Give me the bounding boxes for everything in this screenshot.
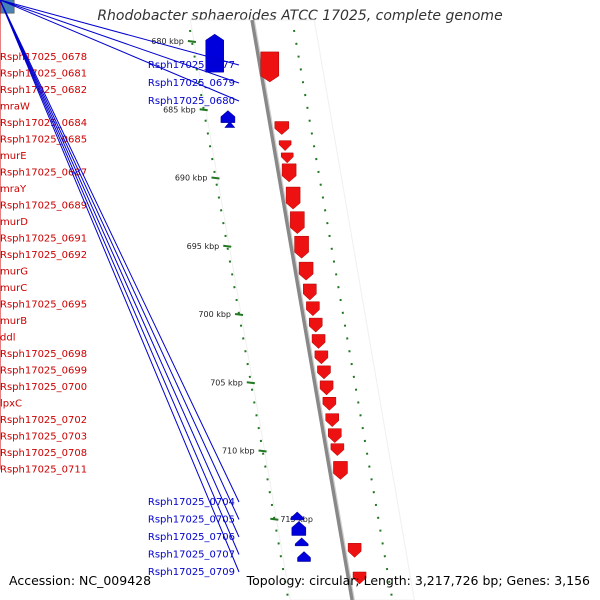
forward-gene-label[interactable]: murD [0, 217, 28, 228]
forward-gene-label[interactable]: Rsph17025_0692 [0, 250, 87, 261]
reverse-gene-arrow [294, 537, 309, 547]
forward-gene-arrow [280, 152, 294, 164]
reverse-gene-label[interactable]: Rsph17025_0705 [148, 515, 235, 526]
scale-label: 705 kbp [210, 378, 243, 387]
reverse-gene-label[interactable]: Rsph17025_0707 [148, 550, 235, 561]
scale-label: 710 kbp [222, 447, 255, 456]
forward-gene-label[interactable]: lpxC [0, 399, 22, 410]
reverse-gene-arrow [205, 33, 224, 73]
genome-backbone-highlight [253, 19, 355, 600]
reverse-gene-label[interactable]: Rsph17025_0706 [148, 532, 235, 543]
scale-tick [258, 449, 267, 453]
reverse-gene-leader [0, 0, 240, 573]
forward-gene-arrow [325, 413, 339, 427]
forward-gene-arrow [298, 261, 314, 281]
reverse-gene-arrow [220, 110, 236, 123]
scale-label: 700 kbp [198, 310, 231, 319]
forward-gene-arrow [319, 380, 334, 396]
scale-label: 680 kbp [151, 37, 184, 46]
forward-gene-arrow [303, 283, 317, 301]
genome-backbone [250, 19, 355, 600]
reverse-gene-arrow [297, 551, 311, 562]
reverse-gene-arrow [291, 521, 307, 536]
forward-gene-label[interactable]: Rsph17025_0678 [0, 52, 87, 63]
forward-gene-arrow [306, 301, 320, 317]
forward-gene-arrow [281, 163, 297, 183]
forward-gene-label[interactable]: Rsph17025_0684 [0, 118, 87, 129]
forward-gene-arrow [330, 443, 345, 457]
scale-label: 690 kbp [175, 174, 208, 183]
scale-tick [234, 313, 244, 316]
forward-gene-label[interactable]: murE [0, 151, 27, 162]
forward-gene-arrow [294, 235, 309, 259]
forward-gene-label[interactable]: ddl [0, 333, 15, 344]
scale-guide-right [293, 29, 394, 600]
backbone-band [189, 19, 415, 600]
scale-tick [270, 517, 279, 521]
forward-gene-label[interactable]: murB [0, 316, 27, 327]
forward-gene-arrow [333, 461, 348, 480]
reverse-gene-label[interactable]: Rsph17025_0677 [148, 60, 235, 71]
forward-gene-label[interactable]: murG [0, 267, 28, 278]
forward-gene-arrow [311, 334, 326, 349]
forward-gene-label[interactable]: mraW [0, 102, 30, 113]
gene-labels: Rsph17025_0678 Rsph17025_0681 Rsph17025_06… [0, 0, 240, 578]
forward-gene-arrow [290, 211, 305, 234]
forward-gene-arrow [274, 121, 290, 135]
forward-gene-arrow [322, 397, 337, 411]
forward-gene-label[interactable]: Rsph17025_0700 [0, 382, 87, 393]
forward-gene-label[interactable]: Rsph17025_0681 [0, 69, 87, 80]
forward-gene-arrow [352, 571, 367, 585]
forward-gene-arrow [347, 543, 362, 558]
forward-gene-label[interactable]: Rsph17025_0687 [0, 168, 87, 179]
reverse-gene-leader [0, 0, 240, 520]
scale-tick [211, 176, 220, 180]
reverse-gene-leader [0, 0, 240, 555]
forward-gene-label[interactable]: Rsph17025_0702 [0, 415, 87, 426]
forward-gene-label[interactable]: Rsph17025_0703 [0, 432, 87, 443]
scale-tick [199, 108, 208, 112]
reverse-gene-leader [0, 0, 240, 102]
forward-gene-arrow [308, 317, 323, 333]
forward-gene-arrow [260, 51, 280, 83]
forward-gene-label[interactable]: Rsph17025_0699 [0, 366, 87, 377]
reverse-gene-leader [0, 0, 240, 503]
scale-tick [223, 244, 232, 248]
accession-text: Accession: NC_009428 [9, 573, 152, 588]
forward-gene-label[interactable]: Rsph17025_0685 [0, 135, 87, 146]
genome-info-text: Topology: circular; Length: 3,217,726 bp… [246, 573, 590, 588]
forward-gene-label[interactable]: murC [0, 283, 27, 294]
forward-gene-arrow [278, 140, 292, 151]
scale-label: 695 kbp [187, 242, 220, 251]
forward-gene-label[interactable]: Rsph17025_0689 [0, 201, 87, 212]
scale-tick [187, 40, 197, 43]
forward-gene-arrow [314, 350, 329, 365]
reverse-gene-label[interactable]: Rsph17025_0679 [148, 78, 235, 89]
forward-gene-arrow [328, 428, 342, 444]
reverse-gene-label[interactable]: Rsph17025_0704 [148, 497, 235, 508]
reverse-gene-label[interactable]: Rsph17025_0680 [148, 96, 235, 107]
forward-gene-label[interactable]: Rsph17025_0698 [0, 349, 87, 360]
reverse-gene-leader [0, 0, 240, 538]
scale-guide-left [189, 29, 290, 600]
reverse-gene-arrow [224, 121, 236, 128]
scale-tick [246, 381, 255, 385]
reverse-gene-leader [0, 0, 240, 84]
forward-gene-arrow [285, 186, 301, 210]
forward-gene-label[interactable]: mraY [0, 184, 27, 195]
forward-gene-label[interactable]: Rsph17025_0695 [0, 300, 87, 311]
reverse-gene-label[interactable]: Rsph17025_0709 [148, 567, 235, 578]
forward-gene-label[interactable]: Rsph17025_0691 [0, 234, 87, 245]
forward-gene-arrow [317, 365, 331, 380]
reverse-gene-leader [0, 0, 240, 66]
forward-gene-label[interactable]: Rsph17025_0708 [0, 448, 87, 459]
scale-label: 685 kbp [163, 105, 196, 114]
reverse-gene-arrow [290, 511, 304, 521]
forward-gene-label[interactable]: Rsph17025_0711 [0, 465, 87, 476]
